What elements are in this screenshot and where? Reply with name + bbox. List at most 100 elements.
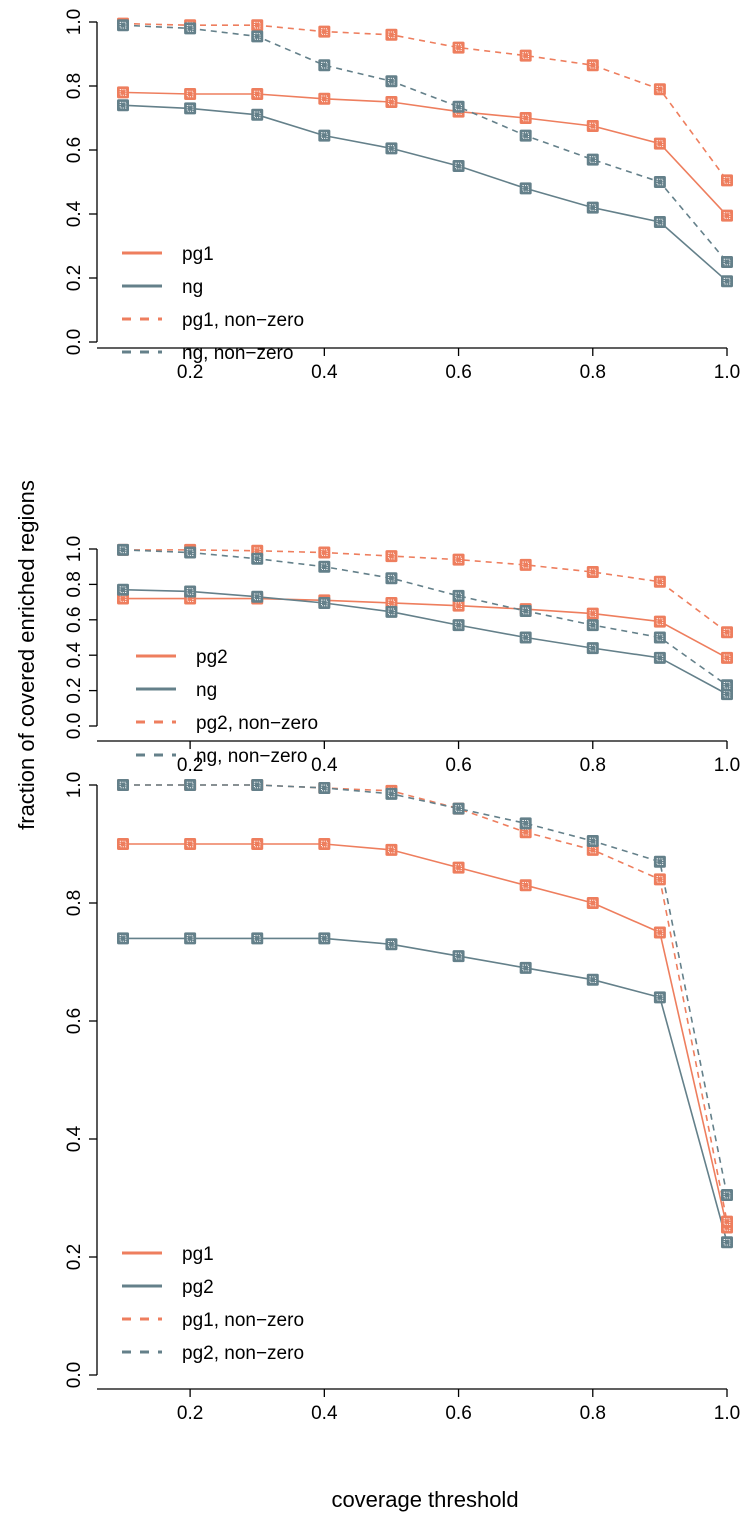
legend-label-3: pg1, non−zero: [182, 1310, 304, 1331]
data-point-marker-inner: [455, 162, 462, 170]
series-line-1: [123, 843, 728, 1228]
data-point-marker: [251, 552, 264, 565]
data-point: [117, 583, 129, 596]
data-point-marker-inner: [455, 952, 462, 960]
data-point-marker-inner: [321, 935, 328, 942]
data-point-marker-inner: [723, 177, 731, 184]
data-point-marker: [184, 779, 197, 791]
legend-label-1: pg2: [196, 647, 228, 668]
data-point: [653, 575, 666, 588]
data-point: [721, 1215, 733, 1228]
data-point-marker: [653, 991, 666, 1004]
data-point-marker-inner: [321, 28, 328, 35]
data-point-marker: [117, 19, 129, 32]
data-point: [721, 209, 733, 222]
data-point-marker-inner: [253, 33, 261, 40]
data-point-marker: [385, 572, 398, 585]
data-point-marker-inner: [589, 644, 597, 652]
data-point-marker-inner: [186, 549, 194, 556]
data-point-marker-inner: [388, 31, 395, 39]
x-tick-label: 0.4: [311, 755, 338, 776]
data-point: [184, 585, 197, 598]
data-point: [721, 651, 733, 664]
data-point: [519, 604, 532, 617]
data-point-marker-inner: [321, 840, 328, 848]
data-point-marker-inner: [388, 941, 395, 948]
x-tick-label: 0.2: [177, 362, 203, 383]
data-point-marker-inner: [455, 103, 462, 111]
data-point-marker-inner: [119, 935, 127, 942]
legend: pg2 ng pg2, non−zero ng, non−zero: [136, 647, 318, 767]
data-point: [184, 102, 197, 115]
data-point-marker-inner: [589, 846, 597, 854]
data-point-marker: [653, 651, 666, 664]
data-point-marker-inner: [723, 277, 731, 285]
data-point-marker-inner: [522, 820, 529, 827]
data-point-marker-inner: [455, 44, 462, 51]
data-point-marker: [653, 575, 666, 588]
data-point-marker-inner: [589, 568, 597, 576]
data-point-marker: [586, 120, 599, 132]
data-point: [184, 22, 197, 35]
data-point: [721, 275, 733, 288]
data-point-marker: [721, 1236, 733, 1249]
data-point-marker-inner: [388, 599, 395, 607]
data-point-marker: [721, 1189, 733, 1202]
data-point-marker: [251, 30, 264, 43]
data-point: [452, 589, 465, 602]
series-line-1: [123, 597, 728, 659]
data-point-marker-inner: [253, 90, 261, 98]
data-point-marker: [653, 176, 666, 188]
series-line-2: [123, 937, 728, 1243]
data-point-marker-inner: [321, 784, 328, 792]
y-tick-label: 0.4: [64, 200, 85, 227]
data-point-marker-inner: [455, 621, 462, 629]
data-point-marker-inner: [656, 929, 664, 936]
data-point: [117, 779, 129, 791]
y-tick-label: 0.8: [64, 571, 85, 597]
data-point: [385, 75, 398, 88]
data-point-marker: [452, 100, 465, 113]
x-tick-label: 1.0: [714, 1403, 740, 1424]
data-point-marker: [318, 129, 331, 142]
y-tick-label: 0.0: [64, 713, 85, 739]
data-point: [519, 817, 532, 830]
data-point-marker: [318, 932, 331, 945]
data-point-marker-inner: [119, 586, 127, 594]
data-point: [653, 216, 666, 228]
data-point-marker-inner: [723, 628, 731, 636]
data-point-marker: [721, 679, 733, 692]
series-line-4: [123, 784, 728, 1196]
data-point-marker: [452, 950, 465, 963]
data-point-marker-inner: [186, 105, 194, 112]
data-point: [519, 129, 532, 142]
y-tick-label: 0.8: [64, 890, 85, 916]
data-point-marker-inner: [388, 77, 395, 85]
data-point: [586, 642, 599, 655]
data-point: [519, 961, 532, 974]
y-tick-label: 0.4: [64, 642, 85, 669]
legend: pg1 ng pg1, non−zero ng, non−zero: [122, 244, 304, 364]
data-point-marker-inner: [253, 21, 261, 29]
data-point-marker-inner: [522, 882, 529, 889]
data-point-marker: [184, 546, 197, 559]
data-point: [385, 96, 398, 108]
data-point-marker-inner: [522, 132, 529, 139]
data-point: [318, 546, 331, 559]
data-point: [653, 855, 666, 868]
data-point: [653, 615, 666, 628]
data-point-marker-inner: [589, 837, 597, 845]
data-point-marker-inner: [119, 101, 127, 109]
data-point-marker: [452, 553, 465, 566]
data-point-marker: [251, 88, 264, 100]
data-point: [452, 41, 465, 54]
data-point: [721, 174, 733, 187]
data-point-marker: [452, 619, 465, 632]
data-point-marker: [385, 550, 398, 563]
data-point-marker-inner: [656, 994, 664, 1001]
data-point-marker-inner: [253, 840, 261, 848]
legend-label-3: pg2, non−zero: [196, 713, 318, 734]
data-point: [586, 59, 599, 72]
data-point-marker: [721, 209, 733, 222]
